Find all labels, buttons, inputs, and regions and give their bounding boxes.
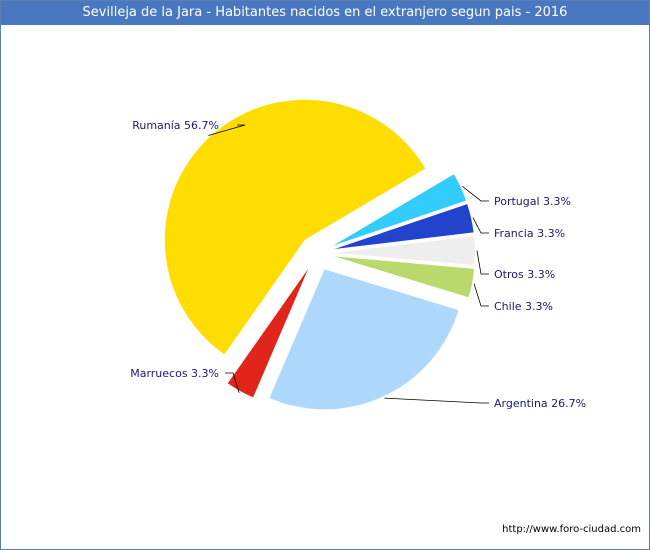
pie-slice-argentina — [269, 269, 459, 410]
pie-slice-marruecos — [227, 268, 309, 398]
slice-label-rumanía: Rumanía 56.7% — [132, 119, 219, 132]
leader-line-portugal — [462, 185, 489, 202]
leader-line-argentina — [384, 397, 489, 404]
slice-label-marruecos: Marruecos 3.3% — [130, 367, 219, 380]
pie-slice-francia — [334, 204, 474, 250]
leader-line-rumanía — [208, 124, 246, 136]
pie-slice-otros — [334, 236, 475, 266]
leader-line-chile — [473, 283, 489, 307]
slice-label-francia: Francia 3.3% — [494, 227, 565, 240]
slice-label-portugal: Portugal 3.3% — [494, 195, 571, 208]
source-credit: http://www.foro-ciudad.com — [502, 524, 641, 535]
slice-label-argentina: Argentina 26.7% — [494, 397, 586, 410]
slice-label-chile: Chile 3.3% — [494, 300, 553, 313]
leader-line-marruecos — [225, 372, 240, 393]
pie-slice-portugal — [333, 174, 466, 246]
slice-label-otros: Otros 3.3% — [494, 268, 555, 281]
pie-slice-chile — [334, 256, 475, 298]
chart-title: Sevilleja de la Jara - Habitantes nacido… — [1, 1, 649, 25]
leader-line-francia — [472, 217, 489, 234]
pie-slice-rumanía — [164, 99, 426, 355]
leader-line-otros — [476, 250, 489, 275]
